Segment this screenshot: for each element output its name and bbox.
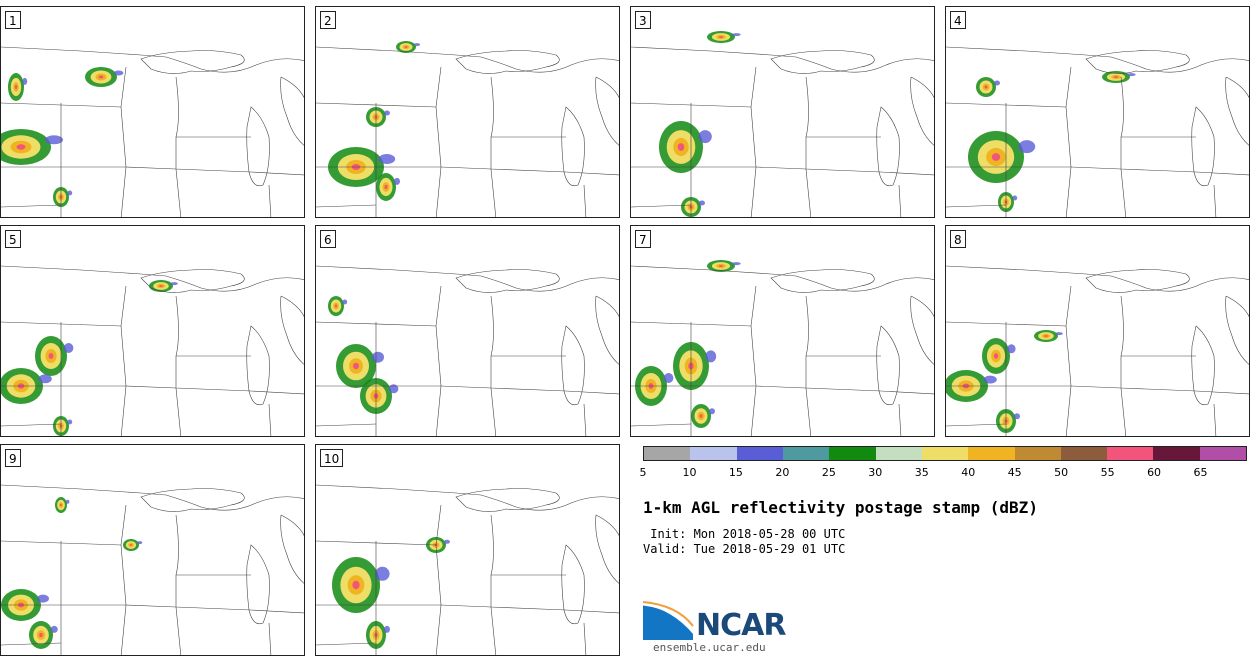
colorbar-swatch bbox=[875, 447, 922, 460]
colorbar-tick-label: 15 bbox=[728, 466, 743, 479]
radar-map bbox=[946, 46, 1249, 217]
colorbar-swatch bbox=[1199, 447, 1247, 460]
ensemble-member-panel: 4 bbox=[945, 6, 1250, 218]
ensemble-member-panel: 2 bbox=[315, 6, 620, 218]
colorbar-swatch bbox=[1060, 447, 1108, 460]
colorbar-tick-label: 50 bbox=[1054, 466, 1069, 479]
colorbar-tick-label: 20 bbox=[775, 466, 790, 479]
colorbar-tick-label: 65 bbox=[1193, 466, 1208, 479]
figure-title: 1-km AGL reflectivity postage stamp (dBZ… bbox=[643, 498, 1038, 517]
colorbar-tick-label: 35 bbox=[914, 466, 929, 479]
colorbar-swatch bbox=[690, 447, 737, 460]
ensemble-member-panel: 10 bbox=[315, 444, 620, 656]
colorbar-swatch bbox=[1107, 447, 1154, 460]
colorbar-tick-label: 60 bbox=[1147, 466, 1162, 479]
radar-map bbox=[946, 265, 1249, 436]
colorbar-tick-label: 45 bbox=[1007, 466, 1022, 479]
radar-map bbox=[316, 265, 619, 436]
valid-time: Valid: Tue 2018-05-29 01 UTC bbox=[643, 542, 846, 556]
colorbar-swatch bbox=[1153, 447, 1200, 460]
radar-map bbox=[316, 484, 619, 655]
ensemble-member-panel: 3 bbox=[630, 6, 935, 218]
ensemble-member-panel: 5 bbox=[0, 225, 305, 437]
member-number-label: 4 bbox=[950, 11, 966, 29]
member-number-label: 8 bbox=[950, 230, 966, 248]
member-number-label: 1 bbox=[5, 11, 21, 29]
member-number-label: 2 bbox=[320, 11, 336, 29]
member-number-label: 10 bbox=[320, 449, 344, 467]
colorbar-tick-label: 25 bbox=[821, 466, 836, 479]
colorbar-tick-label: 40 bbox=[961, 466, 976, 479]
website-url: ensemble.ucar.edu bbox=[653, 641, 766, 654]
member-number-label: 6 bbox=[320, 230, 336, 248]
colorbar-swatch bbox=[968, 447, 1015, 460]
member-number-label: 3 bbox=[635, 11, 651, 29]
colorbar-swatch bbox=[644, 447, 691, 460]
ensemble-member-panel: 7 bbox=[630, 225, 935, 437]
ncar-logo-text: NCAR bbox=[696, 608, 786, 643]
init-time: Init: Mon 2018-05-28 00 UTC bbox=[643, 527, 846, 541]
ensemble-member-panel: 1 bbox=[0, 6, 305, 218]
member-number-label: 7 bbox=[635, 230, 651, 248]
radar-map bbox=[316, 41, 619, 217]
radar-map bbox=[1, 484, 304, 655]
colorbar-swatch bbox=[782, 447, 830, 460]
colorbar-tick-label: 55 bbox=[1100, 466, 1115, 479]
radar-map bbox=[631, 31, 934, 217]
ensemble-member-panel: 9 bbox=[0, 444, 305, 656]
colorbar-swatch bbox=[736, 447, 783, 460]
reflectivity-colorbar bbox=[643, 446, 1247, 461]
colorbar-swatch bbox=[921, 447, 969, 460]
radar-map bbox=[1, 265, 304, 436]
radar-map bbox=[631, 260, 934, 436]
ncar-logo-icon bbox=[643, 601, 695, 640]
colorbar-tick-label: 5 bbox=[639, 466, 647, 479]
colorbar-tick-label: 30 bbox=[868, 466, 883, 479]
member-number-label: 5 bbox=[5, 230, 21, 248]
colorbar-swatch bbox=[829, 447, 876, 460]
colorbar-tick-label: 10 bbox=[682, 466, 697, 479]
ensemble-member-panel: 6 bbox=[315, 225, 620, 437]
ensemble-member-panel: 8 bbox=[945, 225, 1250, 437]
colorbar-swatch bbox=[1014, 447, 1061, 460]
radar-map bbox=[1, 46, 304, 217]
member-number-label: 9 bbox=[5, 449, 21, 467]
